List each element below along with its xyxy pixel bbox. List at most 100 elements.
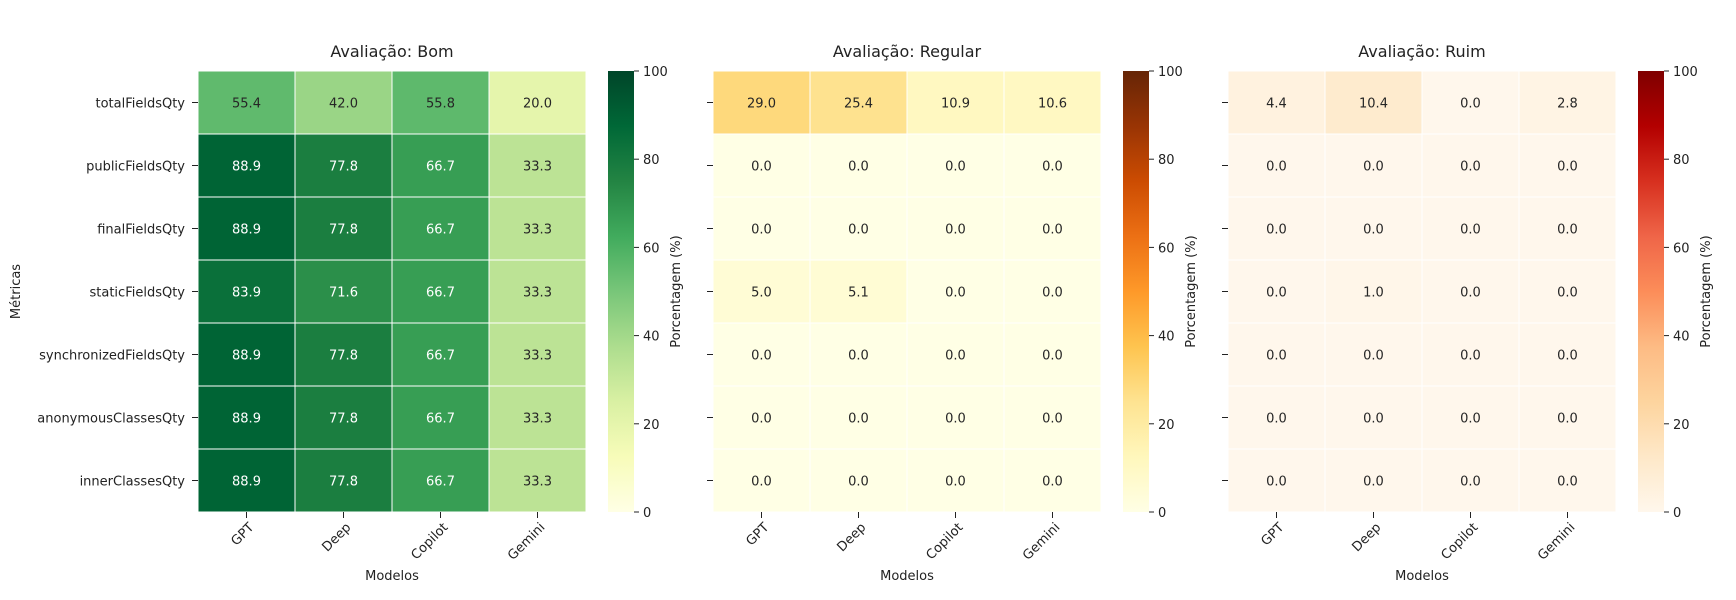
x-tick-label: Gemini [1020, 520, 1063, 563]
heatmap-cell [1324, 448, 1423, 513]
x-tick-label: Copilot [1439, 520, 1482, 563]
heatmap-cell [906, 448, 1005, 513]
cell-value-label: 0.0 [848, 160, 869, 175]
cell-value-label: 0.0 [1557, 223, 1578, 238]
cell-value-label: 0.0 [1266, 412, 1287, 427]
cell-value-label: 0.0 [1557, 160, 1578, 175]
y-tick-label: totalFieldsQty [95, 97, 185, 112]
cell-value-label: 0.0 [1557, 286, 1578, 301]
cell-value-label: 10.4 [1359, 97, 1388, 112]
cell-value-label: 0.0 [1266, 349, 1287, 364]
heatmap-cell [712, 259, 811, 324]
cell-value-label: 0.0 [1460, 349, 1481, 364]
colorbar-tick-label: 0 [1158, 506, 1166, 521]
x-tick-label: GPT [228, 520, 257, 549]
y-tick-label: anonymousClassesQty [37, 412, 185, 427]
cell-value-label: 0.0 [848, 412, 869, 427]
heatmap-panel-3: Avaliação: Ruim 4.4 10.4 0.0 2.8 0.0 0.0 0.0 0.0… [1222, 42, 1714, 584]
colorbar-tick-label: 60 [1158, 241, 1175, 256]
heatmap-cell [1421, 448, 1520, 513]
y-tick-label: staticFieldsQty [90, 286, 186, 301]
colorbar-tick-label: 20 [1158, 418, 1175, 433]
heatmap-cell [197, 385, 296, 450]
heatmap-cell [809, 133, 908, 198]
cell-value-label: 77.8 [329, 160, 358, 175]
heatmap-cell [1324, 70, 1423, 135]
cell-value-label: 77.8 [329, 223, 358, 238]
cell-value-label: 0.0 [945, 286, 966, 301]
colorbar-tick-label: 0 [643, 506, 651, 521]
cell-value-label: 33.3 [523, 349, 552, 364]
colorbar-tick-label: 80 [1673, 153, 1690, 168]
cell-value-label: 0.0 [1042, 286, 1063, 301]
cell-value-label: 88.9 [232, 412, 261, 427]
cell-value-label: 0.0 [1266, 475, 1287, 490]
y-tick-label: finalFieldsQty [97, 223, 185, 238]
cell-value-label: 5.0 [751, 286, 772, 301]
cell-value-label: 0.0 [1266, 223, 1287, 238]
x-axis-label: Modelos [1395, 569, 1449, 584]
heatmap-cell [294, 196, 393, 261]
heatmap-cell [1324, 133, 1423, 198]
cell-value-label: 0.0 [1557, 349, 1578, 364]
cell-value-label: 25.4 [844, 97, 873, 112]
heatmap-cell [1421, 385, 1520, 450]
heatmap-cell [712, 196, 811, 261]
cell-value-label: 33.3 [523, 286, 552, 301]
heatmap-cell [1518, 322, 1617, 387]
colorbar-tick-label: 60 [643, 241, 660, 256]
cell-value-label: 66.7 [426, 286, 455, 301]
heatmap-cell [1421, 196, 1520, 261]
cell-value-label: 0.0 [1042, 475, 1063, 490]
cell-value-label: 66.7 [426, 475, 455, 490]
cell-value-label: 0.0 [945, 412, 966, 427]
heatmap-cell [809, 196, 908, 261]
y-tick-label: synchronizedFieldsQty [39, 349, 185, 364]
cell-value-label: 0.0 [945, 475, 966, 490]
panel-title: Avaliação: Bom [330, 42, 453, 61]
heatmap-cell [294, 322, 393, 387]
heatmap-cell [809, 385, 908, 450]
colorbar-label: Porcentagem (%) [669, 235, 684, 347]
heatmap-cell [1003, 259, 1102, 324]
cell-value-label: 0.0 [1363, 475, 1384, 490]
cell-value-label: 0.0 [1042, 223, 1063, 238]
cell-value-label: 33.3 [523, 412, 552, 427]
heatmap-cell [1518, 196, 1617, 261]
heatmap-cell [712, 322, 811, 387]
heatmap-cell [197, 133, 296, 198]
cell-value-label: 0.0 [945, 349, 966, 364]
cell-value-label: 88.9 [232, 160, 261, 175]
cell-value-label: 2.8 [1557, 97, 1578, 112]
heatmap-cell [1421, 133, 1520, 198]
heatmap-cell [809, 448, 908, 513]
colorbar [1123, 71, 1149, 512]
colorbar-tick-label: 40 [1158, 330, 1175, 345]
cell-value-label: 88.9 [232, 475, 261, 490]
x-tick-label: Deep [1349, 520, 1384, 555]
heatmap-cell [391, 322, 490, 387]
cell-value-label: 0.0 [1460, 160, 1481, 175]
colorbar-tick-label: 80 [643, 153, 660, 168]
cell-value-label: 0.0 [1460, 412, 1481, 427]
y-tick-label: publicFieldsQty [86, 160, 185, 175]
heatmap-cell [488, 196, 587, 261]
cell-value-label: 66.7 [426, 160, 455, 175]
cell-value-label: 66.7 [426, 412, 455, 427]
x-axis-label: Modelos [365, 569, 419, 584]
cell-value-label: 4.4 [1266, 97, 1287, 112]
y-tick-label: innerClassesQty [80, 475, 186, 490]
cell-value-label: 0.0 [945, 160, 966, 175]
cell-value-label: 0.0 [1363, 412, 1384, 427]
heatmap-cell [906, 259, 1005, 324]
heatmap-cell [488, 259, 587, 324]
heatmap-cell [391, 70, 490, 135]
x-tick-label: Copilot [409, 520, 452, 563]
cell-value-label: 55.8 [426, 97, 455, 112]
cell-value-label: 33.3 [523, 223, 552, 238]
cell-value-label: 0.0 [1363, 160, 1384, 175]
x-tick-label: Deep [834, 520, 869, 555]
colorbar-tick-label: 40 [1673, 330, 1690, 345]
heatmap-cell [1227, 133, 1326, 198]
heatmap-cell [1518, 385, 1617, 450]
